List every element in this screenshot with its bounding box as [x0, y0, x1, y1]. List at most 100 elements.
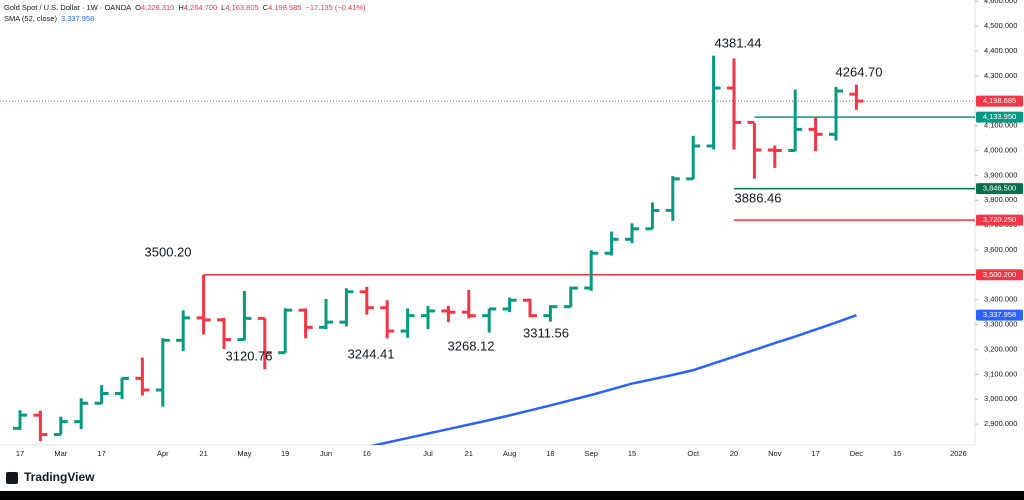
price-label: 3,500.200 — [983, 270, 1016, 279]
y-tick-label: 3,600.000 — [984, 245, 1017, 254]
annotation: 3500.20 — [145, 244, 192, 259]
x-tick-label: 17 — [16, 449, 24, 458]
x-tick-label: 16 — [363, 449, 371, 458]
y-tick-label: 3,800.000 — [984, 195, 1017, 204]
price-label-bg — [976, 214, 1023, 226]
annotation: 4264.70 — [836, 64, 883, 79]
ohlc-bar — [176, 310, 191, 351]
price-label: 3,720.250 — [983, 215, 1016, 224]
x-tick-label: Dec — [850, 449, 864, 458]
x-tick-label: Jul — [423, 449, 433, 458]
y-tick-label: 3,900.000 — [984, 170, 1017, 179]
ohlc-bar — [441, 305, 456, 323]
x-tick-label: Apr — [157, 449, 169, 458]
ohlc-bar — [319, 298, 333, 330]
sma-name: SMA (52, close) — [4, 14, 57, 23]
y-tick-label: 4,300.000 — [984, 71, 1017, 80]
price-label-bg — [976, 183, 1023, 195]
ohlc-bar — [665, 176, 680, 221]
ohlc-bar — [788, 89, 803, 152]
y-tick-label: 4,100.000 — [984, 121, 1017, 130]
ohlc-bar — [53, 416, 68, 437]
ohlc-bar — [584, 250, 599, 291]
ohlc-value: 4,163.805 — [225, 3, 258, 12]
ohlc-bar — [563, 286, 578, 309]
x-tick-label: 15 — [628, 449, 636, 458]
ohlc-bar — [94, 385, 109, 405]
x-tick-label: 21 — [465, 449, 473, 458]
ohlc-bar — [686, 135, 701, 181]
ohlc-bar — [400, 308, 415, 338]
ohlc-key: L — [221, 3, 225, 12]
x-tick-label: 20 — [730, 449, 738, 458]
ohlc-bar — [461, 290, 476, 319]
symbol: Gold Spot / U.S. Dollar · 1W · OANDA — [4, 3, 131, 12]
annotation: 3311.56 — [523, 325, 569, 340]
y-tick-label: 4,500.000 — [984, 21, 1017, 30]
price-label: 4,198.685 — [983, 96, 1016, 105]
ohlc-key: H — [178, 3, 183, 12]
y-tick-label: 4,000.000 — [984, 145, 1017, 154]
ohlc-bar — [645, 202, 660, 231]
annotation: 3886.46 — [735, 190, 782, 205]
ohlc-bar — [74, 398, 89, 430]
ohlc-bar — [625, 223, 639, 244]
x-tick-label: Mar — [54, 449, 67, 458]
header: Gold Spot / U.S. Dollar · 1W · OANDA O4,2… — [4, 3, 366, 12]
ohlc-bar — [706, 55, 721, 150]
annotation: 4381.44 — [715, 35, 762, 50]
sma-header: SMA (52, close) 3,337.958 — [4, 14, 94, 23]
y-tick-label: 3,000.000 — [984, 394, 1017, 403]
annotation: 3120.76 — [226, 348, 273, 363]
ohlc-bar — [217, 317, 231, 349]
x-tick-label: May — [237, 449, 251, 458]
ohlc-bar — [727, 58, 741, 150]
ohlc-value: 4,226.310 — [141, 3, 174, 12]
annotation: 3268.12 — [448, 338, 495, 353]
x-tick-label: Sep — [585, 449, 598, 458]
ohlc-bar — [135, 357, 150, 396]
ohlc-bar — [482, 307, 497, 333]
ohlc-bar — [339, 288, 354, 327]
x-tick-label: 19 — [281, 449, 289, 458]
x-tick-label: Oct — [687, 449, 700, 458]
ohlc-bar — [502, 297, 517, 313]
y-tick-label: 3,100.000 — [984, 369, 1017, 378]
ohlc-key: C — [263, 3, 269, 12]
sma-label: 3,337.958 — [983, 310, 1016, 319]
y-tick-label: 4,600.000 — [984, 0, 1017, 5]
ohlc-bar — [421, 305, 435, 330]
change: −17.135 (−0.41%) — [305, 3, 366, 12]
annotation: 3244.41 — [348, 346, 395, 361]
ohlc-key: O — [135, 3, 141, 12]
y-tick-label: 2,900.000 — [984, 419, 1017, 428]
price-label: 3,846.500 — [983, 184, 1016, 193]
x-tick-label: 17 — [97, 449, 105, 458]
y-tick-label: 3,200.000 — [984, 344, 1017, 353]
ohlc-bar — [237, 291, 252, 342]
logo: TradingView — [6, 470, 95, 484]
logo-mark — [6, 472, 18, 484]
price-label-bg — [976, 269, 1023, 281]
ohlc-bar — [543, 305, 558, 322]
ohlc-bar — [523, 298, 537, 318]
ohlc-bar — [155, 338, 170, 407]
x-tick-label: Jun — [320, 449, 332, 458]
ohlc-bar — [13, 410, 27, 430]
price-label-bg — [976, 95, 1023, 107]
x-tick-label: Aug — [503, 449, 516, 458]
x-tick-label: 15 — [893, 449, 901, 458]
ohlc-bar — [849, 84, 864, 110]
sma-line — [370, 313, 857, 445]
price-label-bg — [976, 111, 1023, 123]
y-tick-label: 3,400.000 — [984, 295, 1017, 304]
bottom-bar — [0, 491, 1024, 500]
x-tick-label: 21 — [199, 449, 207, 458]
ohlc-bar — [604, 231, 619, 256]
x-tick-label: 2026 — [950, 449, 967, 458]
ohlc-bar — [359, 286, 374, 315]
ohlc-bar — [808, 117, 823, 152]
x-tick-label: Nov — [768, 449, 782, 458]
